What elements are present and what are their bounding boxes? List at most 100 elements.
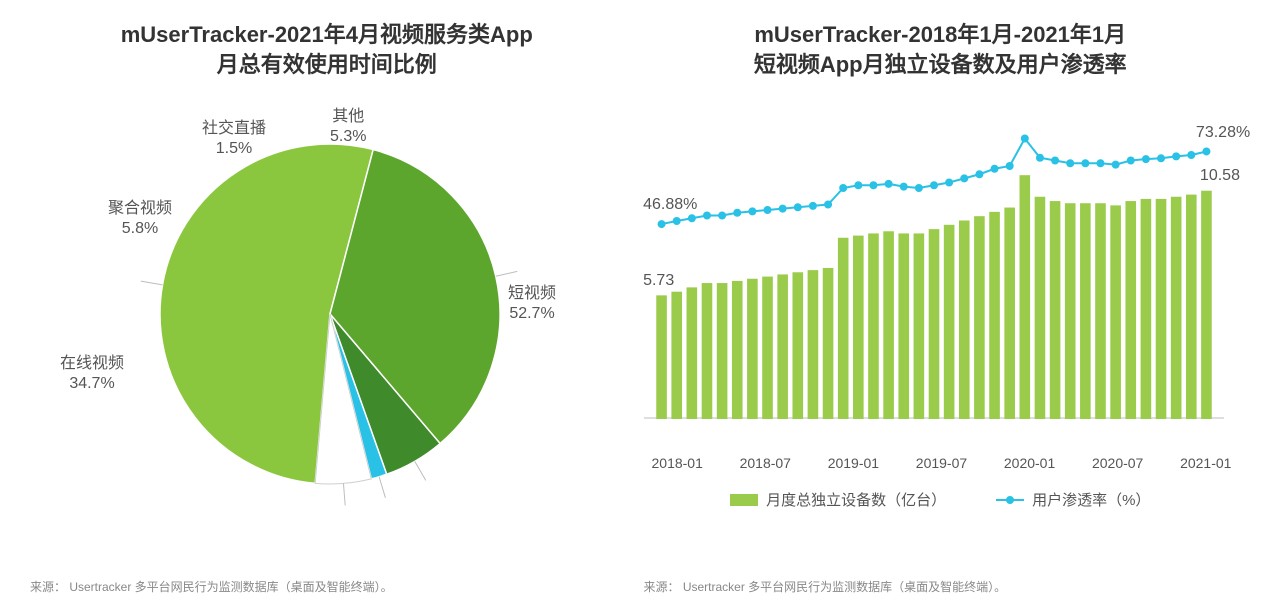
combo-bar xyxy=(883,232,894,420)
combo-bar xyxy=(716,283,727,419)
combo-line-marker xyxy=(1005,162,1013,170)
combo-line-marker xyxy=(1157,155,1165,163)
combo-line-marker xyxy=(1141,156,1149,164)
legend-bar-label: 月度总独立设备数（亿台） xyxy=(766,489,946,510)
combo-line-marker xyxy=(657,220,665,228)
combo-bar xyxy=(822,268,833,419)
line-first-value-label: 46.88% xyxy=(643,196,697,214)
combo-bar xyxy=(1064,204,1075,420)
combo-line-marker xyxy=(1202,148,1210,156)
pie-slice-label: 其他5.3% xyxy=(330,107,366,147)
combo-bar xyxy=(898,234,909,420)
combo-bar xyxy=(701,283,712,419)
x-tick-label: 2020-01 xyxy=(1004,455,1055,471)
combo-bar xyxy=(731,281,742,419)
combo-line-marker xyxy=(930,182,938,190)
combo-line-marker xyxy=(733,209,741,217)
combo-line-marker xyxy=(687,215,695,223)
combo-bar xyxy=(853,236,864,419)
combo-line-marker xyxy=(914,184,922,192)
combo-bar xyxy=(1155,199,1166,419)
combo-line-marker xyxy=(1111,161,1119,169)
legend-line-swatch xyxy=(996,499,1024,501)
left-panel: mUserTracker-2021年4月视频服务类App 月总有效使用时间比例 … xyxy=(0,0,634,609)
combo-legend: 月度总独立设备数（亿台） 用户渗透率（%） xyxy=(644,489,1238,510)
combo-line-marker xyxy=(1126,157,1134,165)
combo-line-marker xyxy=(778,205,786,213)
combo-bar xyxy=(777,275,788,420)
combo-bar xyxy=(1049,201,1060,419)
bar-last-value-label: 10.58 xyxy=(1200,167,1240,185)
combo-line-marker xyxy=(718,212,726,220)
right-panel: mUserTracker-2018年1月-2021年1月 短视频App月独立设备… xyxy=(634,0,1267,609)
combo-bar xyxy=(1125,201,1136,419)
combo-bar xyxy=(1170,197,1181,419)
legend-bar-swatch xyxy=(730,494,758,506)
combo-x-axis: 2018-01 2018-07 2019-01 2019-07 2020-01 2020-… xyxy=(644,455,1240,471)
combo-line-marker xyxy=(960,175,968,183)
combo-line-marker xyxy=(824,201,832,209)
combo-bar xyxy=(1140,199,1151,419)
combo-line-marker xyxy=(1081,160,1089,168)
right-source-text: 来源： Usertracker 多平台网民行为监测数据库（桌面及智能终端）。 xyxy=(644,578,1007,595)
legend-line: 用户渗透率（%） xyxy=(996,489,1150,510)
x-tick-label: 2018-01 xyxy=(652,455,703,471)
combo-line-marker xyxy=(945,179,953,187)
combo-bar xyxy=(1110,206,1121,420)
combo-line-marker xyxy=(869,182,877,190)
combo-line-marker xyxy=(839,184,847,192)
combo-line-marker xyxy=(1096,160,1104,168)
combo-bar xyxy=(1080,204,1091,420)
combo-bar xyxy=(807,270,818,419)
combo-bar xyxy=(792,273,803,420)
legend-bar: 月度总独立设备数（亿台） xyxy=(730,489,946,510)
combo-bar xyxy=(747,279,758,419)
pie-slice-label: 社交直播1.5% xyxy=(202,119,266,159)
pie-leader-line xyxy=(496,272,517,277)
combo-bar xyxy=(1095,204,1106,420)
combo-bar xyxy=(837,238,848,419)
combo-line-marker xyxy=(899,183,907,191)
x-tick-label: 2018-07 xyxy=(740,455,791,471)
x-tick-label: 2020-07 xyxy=(1092,455,1143,471)
combo-svg xyxy=(644,89,1224,419)
pie-chart: 短视频52.7% 在线视频34.7% 聚合视频5.8% 社交直播1.5% 其他5.3% xyxy=(30,89,624,519)
combo-bar xyxy=(928,229,939,419)
pie-leader-line xyxy=(141,281,163,285)
left-source-text: 来源： Usertracker 多平台网民行为监测数据库（桌面及智能终端）。 xyxy=(30,578,393,595)
pie-slice-label: 短视频52.7% xyxy=(508,284,556,324)
x-tick-label: 2019-01 xyxy=(828,455,879,471)
pie-leader-line xyxy=(379,477,385,498)
combo-line-marker xyxy=(990,165,998,173)
combo-line-marker xyxy=(793,204,801,212)
combo-bar xyxy=(762,277,773,419)
combo-line-marker xyxy=(1187,151,1195,159)
combo-bar xyxy=(671,292,682,419)
combo-bar xyxy=(974,217,985,420)
combo-line-marker xyxy=(884,180,892,188)
combo-bar xyxy=(1034,197,1045,419)
pie-slice-label: 聚合视频5.8% xyxy=(108,199,172,239)
bar-first-value-label: 5.73 xyxy=(643,272,674,290)
legend-line-label: 用户渗透率（%） xyxy=(1032,489,1150,510)
left-chart-title: mUserTracker-2021年4月视频服务类App 月总有效使用时间比例 xyxy=(30,20,624,79)
combo-bar xyxy=(943,225,954,419)
combo-bar xyxy=(913,234,924,420)
combo-chart: 5.73 10.58 46.88% 73.28% xyxy=(644,89,1238,449)
combo-bar xyxy=(1201,191,1212,419)
x-tick-label: 2019-07 xyxy=(916,455,967,471)
combo-line-marker xyxy=(763,206,771,214)
right-chart-title: mUserTracker-2018年1月-2021年1月 短视频App月独立设备… xyxy=(644,20,1238,79)
combo-line-marker xyxy=(1172,153,1180,161)
combo-bar xyxy=(1186,195,1197,419)
combo-bar xyxy=(686,288,697,420)
combo-line-marker xyxy=(1020,135,1028,143)
combo-bar xyxy=(1004,208,1015,419)
x-tick-label: 2021-01 xyxy=(1180,455,1231,471)
pie-slice-label: 在线视频34.7% xyxy=(60,354,124,394)
combo-line-marker xyxy=(1066,160,1074,168)
combo-line-marker xyxy=(702,212,710,220)
combo-bar xyxy=(958,221,969,420)
combo-line-marker xyxy=(672,217,680,225)
combo-line-marker xyxy=(748,208,756,216)
